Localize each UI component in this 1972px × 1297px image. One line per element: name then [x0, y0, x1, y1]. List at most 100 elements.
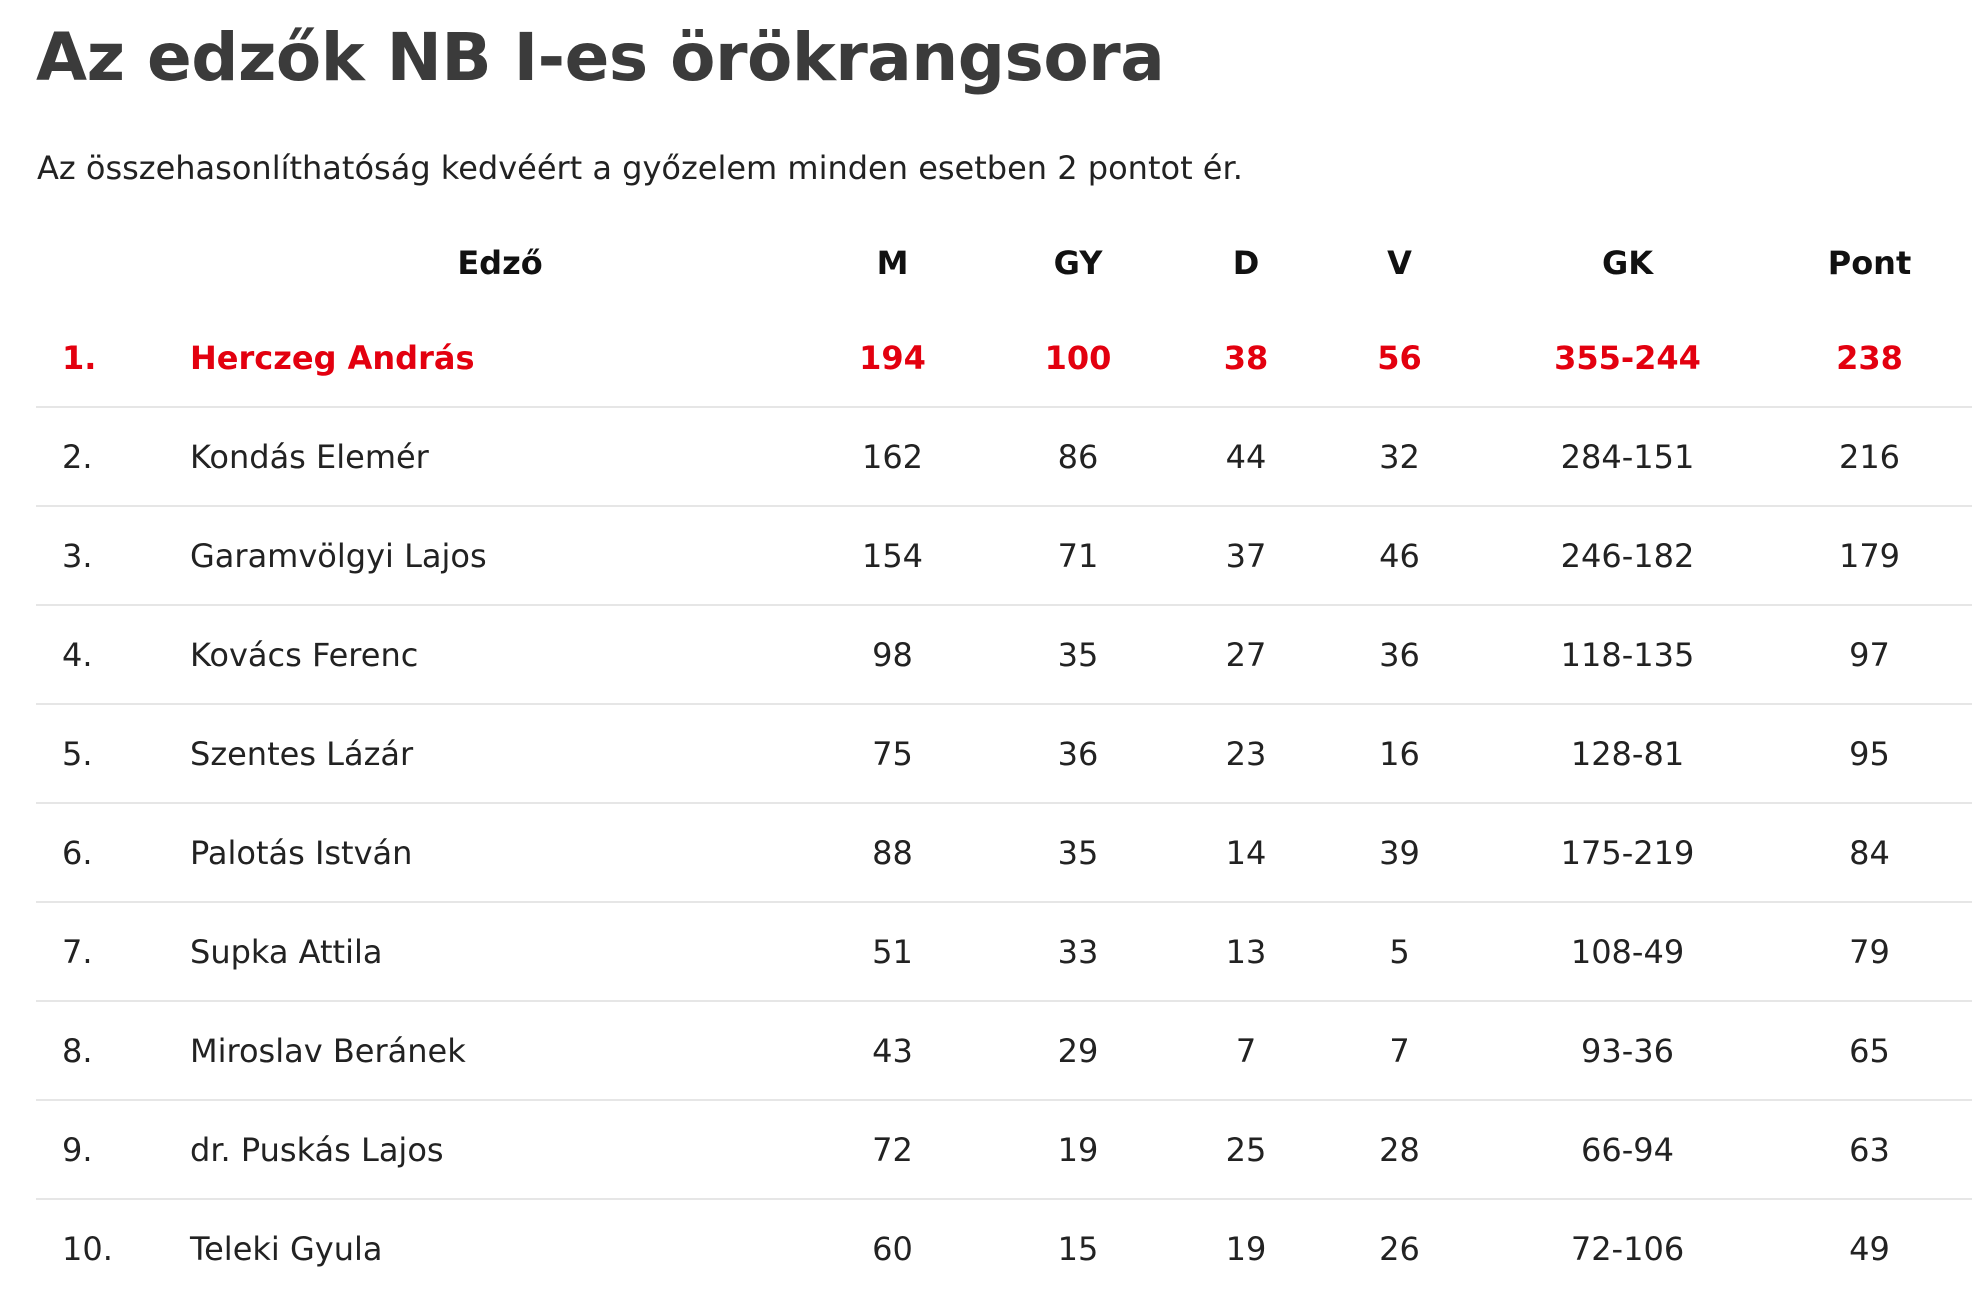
wins-cell: 100: [975, 310, 1181, 408]
coach-name-cell: Miroslav Beránek: [190, 1001, 810, 1101]
matches-cell: 162: [810, 407, 975, 507]
goals-cell: 355-244: [1488, 310, 1767, 408]
losses-cell: 56: [1311, 310, 1488, 408]
losses-cell: 32: [1311, 407, 1488, 507]
table-row: 6. Palotás István 88 35 14 39 175-219 84: [36, 803, 1972, 903]
goals-cell: 118-135: [1488, 605, 1767, 705]
points-cell: 84: [1767, 803, 1972, 903]
rank-cell: 6.: [36, 803, 190, 903]
points-cell: 216: [1767, 407, 1972, 507]
coach-name-cell: Supka Attila: [190, 902, 810, 1002]
ranking-table: Edző M GY D V GK Pont 1. Herczeg András …: [36, 216, 1972, 1297]
coach-name-cell: Palotás István: [190, 803, 810, 903]
wins-cell: 33: [975, 902, 1181, 1002]
rank-cell: 7.: [36, 902, 190, 1002]
losses-cell: 7: [1311, 1001, 1488, 1101]
coach-name-cell: Kondás Elemér: [190, 407, 810, 507]
matches-cell: 60: [872, 1229, 913, 1268]
draws-cell: 7: [1181, 1001, 1311, 1101]
header-wins: GY: [1053, 244, 1103, 282]
goals-cell: 246-182: [1488, 506, 1767, 606]
wins-cell: 35: [975, 605, 1181, 705]
wins-cell: 15: [1057, 1229, 1099, 1268]
rank-cell: 9.: [36, 1100, 190, 1200]
table-row: 5. Szentes Lázár 75 36 23 16 128-81 95: [36, 704, 1972, 804]
rank-cell: 5.: [36, 704, 190, 804]
matches-cell: 72: [810, 1100, 975, 1200]
draws-cell: 25: [1181, 1100, 1311, 1200]
header-points: Pont: [1827, 244, 1912, 282]
losses-cell: 16: [1311, 704, 1488, 804]
table-row: 3. Garamvölgyi Lajos 154 71 37 46 246-18…: [36, 506, 1972, 606]
draws-cell: 44: [1181, 407, 1311, 507]
points-cell: 63: [1767, 1100, 1972, 1200]
losses-cell: 46: [1311, 506, 1488, 606]
matches-cell: 98: [810, 605, 975, 705]
goals-cell: 128-81: [1488, 704, 1767, 804]
points-cell: 179: [1767, 506, 1972, 606]
matches-cell: 51: [810, 902, 975, 1002]
losses-cell: 28: [1311, 1100, 1488, 1200]
coach-name-cell: Herczeg András: [190, 310, 810, 408]
points-cell: 49: [1849, 1229, 1890, 1268]
header-rank: [36, 216, 190, 310]
table-row: 2. Kondás Elemér 162 86 44 32 284-151 21…: [36, 407, 1972, 507]
losses-cell: 39: [1311, 803, 1488, 903]
points-cell: 238: [1767, 310, 1972, 408]
wins-cell: 36: [975, 704, 1181, 804]
goals-cell: 72-106: [1570, 1229, 1685, 1268]
header-losses: V: [1387, 244, 1412, 282]
wins-cell: 71: [975, 506, 1181, 606]
goals-cell: 93-36: [1488, 1001, 1767, 1101]
table-header-row: Edző M GY D V GK Pont: [36, 216, 1972, 310]
goals-cell: 108-49: [1488, 902, 1767, 1002]
rank-cell: 8.: [36, 1001, 190, 1101]
coach-name-cell: Teleki Gyula: [190, 1229, 383, 1268]
rank-cell: 3.: [36, 506, 190, 606]
losses-cell: 36: [1311, 605, 1488, 705]
matches-cell: 43: [810, 1001, 975, 1101]
matches-cell: 88: [810, 803, 975, 903]
coach-name-cell: Szentes Lázár: [190, 704, 810, 804]
page-title: Az edzők NB I-es örökrangsora: [36, 19, 1165, 96]
rank-cell: 2.: [36, 407, 190, 507]
wins-cell: 86: [975, 407, 1181, 507]
wins-cell: 19: [975, 1100, 1181, 1200]
header-draws: D: [1232, 244, 1260, 282]
draws-cell: 19: [1225, 1229, 1267, 1268]
table-row: 4. Kovács Ferenc 98 35 27 36 118-135 97: [36, 605, 1972, 705]
matches-cell: 75: [810, 704, 975, 804]
goals-cell: 66-94: [1488, 1100, 1767, 1200]
table-row: 10. Teleki Gyula 60 15 19 26 72-106 49: [36, 1199, 1972, 1297]
rank-cell: 10.: [62, 1229, 113, 1268]
table-row: 1. Herczeg András 194 100 38 56 355-244 …: [36, 310, 1972, 408]
points-cell: 79: [1767, 902, 1972, 1002]
matches-cell: 194: [810, 310, 975, 408]
draws-cell: 23: [1181, 704, 1311, 804]
table-row: 7. Supka Attila 51 33 13 5 108-49 79: [36, 902, 1972, 1002]
wins-cell: 35: [975, 803, 1181, 903]
points-cell: 65: [1767, 1001, 1972, 1101]
header-goals: GK: [1601, 244, 1654, 282]
goals-cell: 175-219: [1488, 803, 1767, 903]
losses-cell: 5: [1311, 902, 1488, 1002]
goals-cell: 284-151: [1488, 407, 1767, 507]
table-row: 8. Miroslav Beránek 43 29 7 7 93-36 65: [36, 1001, 1972, 1101]
points-cell: 97: [1767, 605, 1972, 705]
coach-name-cell: dr. Puskás Lajos: [190, 1100, 810, 1200]
wins-cell: 29: [975, 1001, 1181, 1101]
header-name: Edző: [457, 244, 543, 282]
draws-cell: 37: [1181, 506, 1311, 606]
draws-cell: 14: [1181, 803, 1311, 903]
table-row: 9. dr. Puskás Lajos 72 19 25 28 66-94 63: [36, 1100, 1972, 1200]
coach-name-cell: Kovács Ferenc: [190, 605, 810, 705]
intro-text: Az összehasonlíthatóság kedvéért a győze…: [37, 149, 1243, 187]
draws-cell: 38: [1181, 310, 1311, 408]
matches-cell: 154: [810, 506, 975, 606]
rank-cell: 1.: [36, 310, 190, 408]
rank-cell: 4.: [36, 605, 190, 705]
coach-name-cell: Garamvölgyi Lajos: [190, 506, 810, 606]
points-cell: 95: [1767, 704, 1972, 804]
draws-cell: 27: [1181, 605, 1311, 705]
losses-cell: 26: [1379, 1229, 1420, 1268]
